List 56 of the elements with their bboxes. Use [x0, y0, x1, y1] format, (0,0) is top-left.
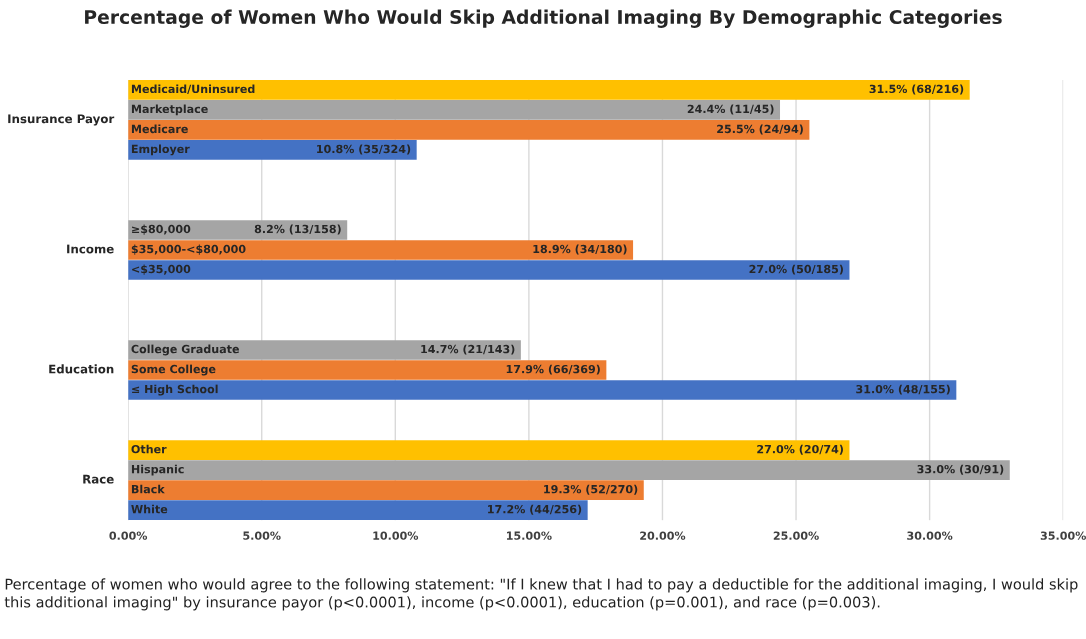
data-label: 18.9% (34/180) — [533, 244, 627, 255]
bar — [128, 440, 850, 460]
data-label: 10.8% (35/324) — [317, 144, 411, 155]
bar — [128, 240, 634, 260]
data-label: 14.7% (21/143) — [421, 344, 515, 355]
data-label: 31.0% (48/155) — [856, 384, 950, 395]
bar — [128, 480, 644, 500]
y-tick-label: College Graduate — [131, 344, 239, 356]
bar — [128, 500, 588, 520]
y-tick-label: Other — [131, 444, 167, 454]
bar — [128, 460, 1010, 480]
bar — [128, 120, 810, 140]
x-tick-label: 5.00% — [243, 531, 281, 540]
y-tick-label: White — [131, 504, 168, 514]
text: Percentage of women who would agree to the following statement: "If I knew that I had to pay a deductible for the additional imaging, I would skip this additional imaging" by insurance payor (p<0.0001), income (p<0.0001), education (p=0.001), and race (p=0.003). — [4, 578, 1078, 611]
y-tick-label: Hispanic — [131, 464, 184, 476]
chart-title: Percentage of Women Who Would Skip Additional Imaging By Demographic Categories — [85, 9, 1002, 28]
data-label: 33.0% (30/91) — [917, 464, 1004, 475]
x-tick-label: 35.00% — [1040, 531, 1086, 540]
y-tick-label: <$35,000 — [132, 264, 191, 275]
bar — [128, 340, 521, 360]
x-tick-label: 0.00% — [109, 531, 148, 540]
y-tick-label: ≥$80,000 — [132, 224, 191, 235]
data-label: 17.9% (66/369) — [506, 364, 600, 375]
data-label: 27.0% (50/185) — [749, 264, 843, 275]
x-tick-label: 25.00% — [773, 531, 819, 540]
y-tick-label: $35,000-<$80,000 — [131, 244, 246, 255]
x-tick-label: 15.00% — [507, 531, 552, 540]
y-tick-label: Medicare — [131, 124, 188, 134]
y-tick-label: Some College — [131, 364, 216, 376]
data-label: 31.5% (68/216) — [869, 84, 964, 95]
text: Education — [49, 364, 114, 374]
bar — [128, 260, 850, 280]
x-tick-label: 30.00% — [907, 531, 953, 540]
data-label: 8.2% (13/158) — [254, 224, 341, 235]
text: Insurance Payor — [8, 114, 115, 126]
text: Race — [83, 474, 114, 484]
bar — [128, 220, 348, 240]
data-label: 19.3% (52/270) — [544, 484, 638, 495]
y-tick-label: Black — [131, 484, 165, 494]
x-tick-label: 20.00% — [640, 531, 686, 540]
y-tick-label: Medicaid/Uninsured — [131, 84, 255, 94]
data-label: 24.4% (11/45) — [687, 104, 774, 115]
bar — [128, 140, 417, 160]
text: Income — [67, 244, 114, 254]
bar — [128, 380, 957, 400]
bar — [128, 100, 781, 120]
y-tick-label: Employer — [131, 144, 190, 156]
bar — [128, 360, 607, 380]
data-label: 25.5% (24/94) — [717, 124, 803, 135]
data-label: 27.0% (20/74) — [757, 444, 843, 455]
y-tick-label: ≤ High School — [132, 384, 218, 396]
bar — [128, 80, 970, 100]
data-label: 17.2% (44/256) — [488, 504, 582, 515]
y-tick-label: Marketplace — [131, 104, 208, 116]
x-tick-label: 10.00% — [373, 531, 419, 540]
